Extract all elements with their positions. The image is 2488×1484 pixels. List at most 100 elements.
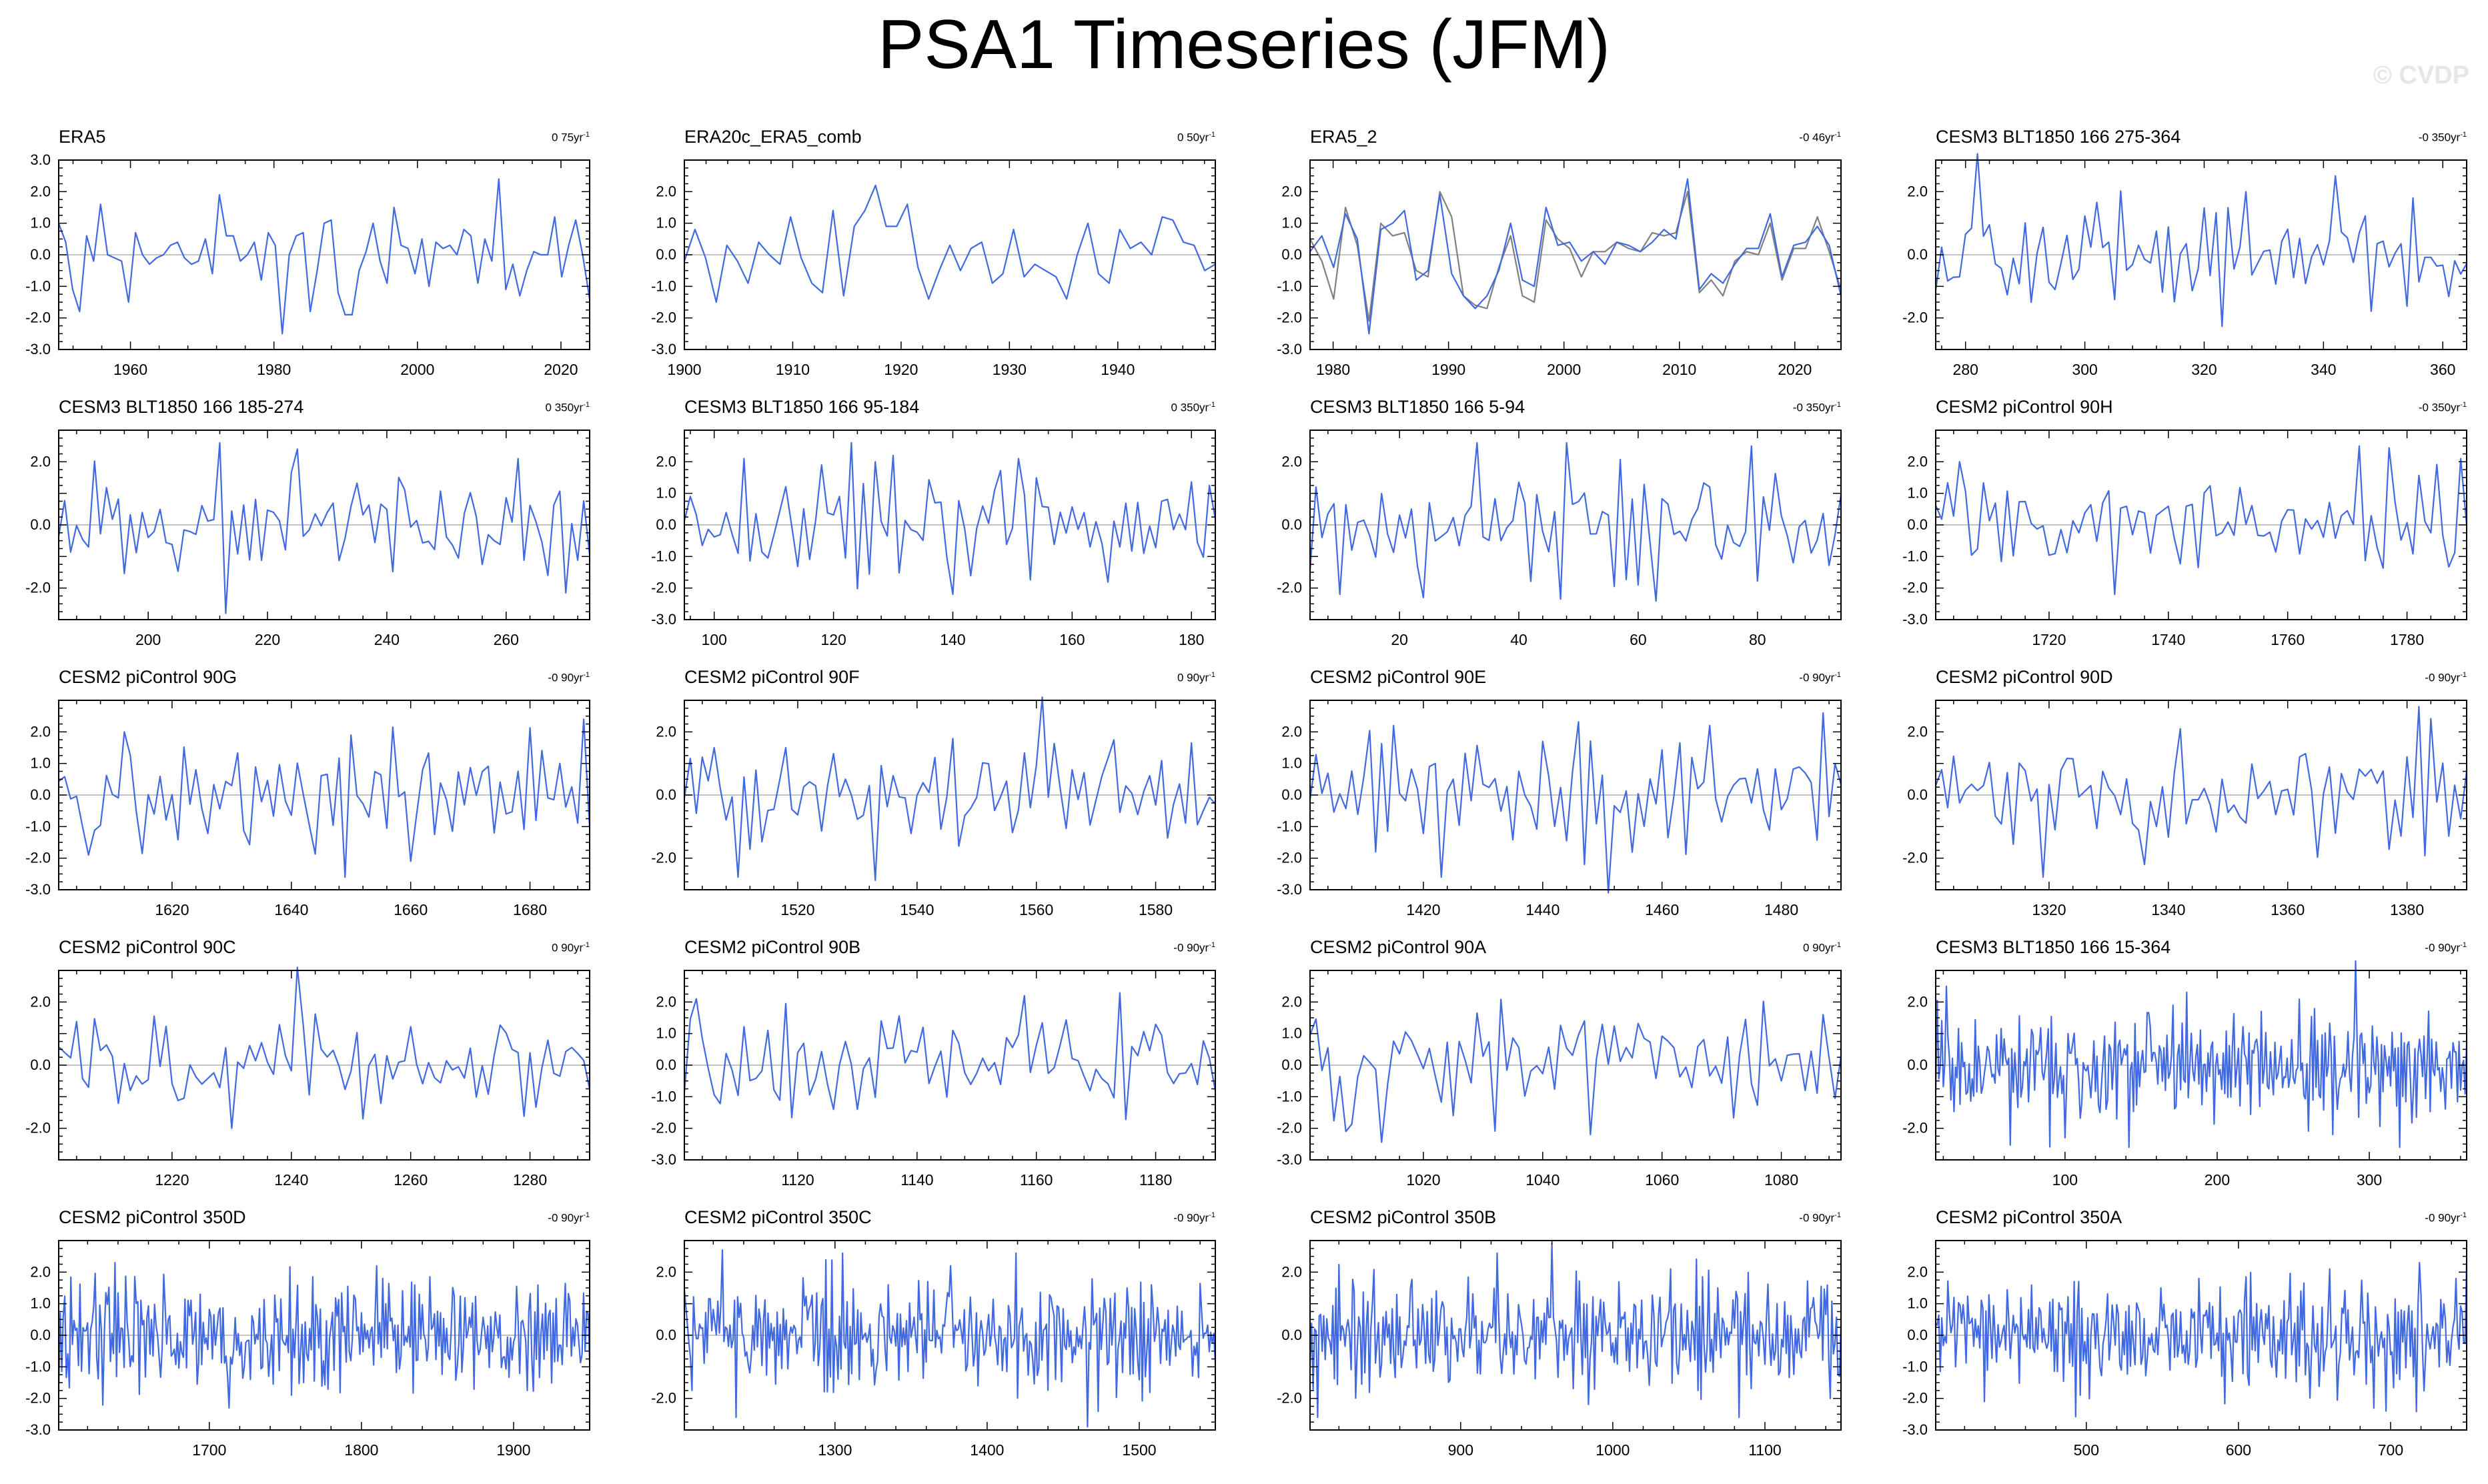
trend-exponent: -1 — [2460, 1211, 2467, 1219]
y-tick-label: -1.0 — [1277, 277, 1302, 294]
x-tick-label: 1640 — [274, 901, 308, 918]
timeseries-panel: CESM3 BLT1850 166 185-274 0 350yr-1 2.0 0.0… — [25, 390, 616, 666]
y-tick-label: 2.0 — [30, 993, 51, 1010]
trend-value: 0 90yr — [1177, 671, 1209, 684]
timeseries-plot: 2.0 0.0 -2.0 200 220 240 260 — [25, 430, 591, 648]
trend-value: -0 350yr — [1792, 401, 1835, 414]
y-tick-label: -2.0 — [651, 580, 676, 596]
x-tick-label: 120 — [820, 631, 846, 648]
timeseries-plot: 2.0 0.0 -2.0 900 1000 1100 — [1277, 1240, 1842, 1459]
x-tick-label: 240 — [374, 631, 400, 648]
x-tick-label: 300 — [2357, 1171, 2382, 1189]
trend-exponent: -1 — [583, 131, 590, 139]
x-tick-label: 1320 — [2032, 901, 2066, 918]
trend-value: -0 90yr — [2425, 1211, 2461, 1225]
y-tick-label: -2.0 — [1277, 1120, 1302, 1137]
y-tick-label: -1.0 — [1902, 1358, 1928, 1375]
y-tick-label: -2.0 — [1902, 1390, 1928, 1407]
trend-label: 0 350yr-1 — [546, 401, 590, 415]
y-tick-label: 0.0 — [1281, 246, 1302, 263]
timeseries-panel: CESM2 piControl 350C -0 90yr-1 2.0 0.0 -2.0 1… — [651, 1201, 1242, 1477]
y-tick-label: 2.0 — [1907, 993, 1928, 1010]
trend-exponent: -1 — [2460, 941, 2467, 949]
y-tick-label: -2.0 — [1277, 309, 1302, 326]
y-tick-label: 1.0 — [1281, 215, 1302, 231]
y-tick-label: -2.0 — [25, 580, 51, 596]
y-tick-label: 0.0 — [1281, 1056, 1302, 1073]
panel-title: ERA20c_ERA5_comb — [684, 127, 862, 147]
panel-title: CESM3 BLT1850 166 275-364 — [1936, 127, 2181, 147]
y-tick-label: 1.0 — [30, 215, 51, 231]
series-line — [683, 1249, 1217, 1428]
x-tick-label: 1220 — [155, 1171, 189, 1189]
timeseries-plot: 2.0 0.0 -2.0 280 300 320 340 360 — [1902, 153, 2467, 378]
timeseries-plot: 2.0 1.0 0.0 -1.0 -2.0 -3.0 1020 1040 1060 1080 — [1277, 970, 1842, 1189]
y-tick-label: -2.0 — [1902, 580, 1928, 596]
y-tick-label: 1.0 — [1281, 1025, 1302, 1042]
y-tick-label: 2.0 — [656, 183, 676, 199]
trend-value: 0 350yr — [545, 401, 584, 414]
trend-value: 0 75yr — [551, 131, 584, 144]
timeseries-plot: 2.0 1.0 0.0 -1.0 -2.0 -3.0 1700 1800 1900 — [25, 1240, 591, 1459]
trend-exponent: -1 — [2460, 131, 2467, 139]
y-tick-label: 1.0 — [30, 755, 51, 772]
y-tick-label: 0.0 — [1907, 246, 1928, 263]
y-tick-label: 2.0 — [1907, 723, 1928, 740]
timeseries-panel: CESM2 piControl 90H -0 350yr-1 2.0 1.0 0.0 -1… — [1902, 390, 2488, 666]
y-tick-label: 0.0 — [1281, 786, 1302, 803]
y-tick-label: 1.0 — [656, 1025, 676, 1042]
timeseries-plot: 2.0 0.0 -2.0 1320 1340 1360 1380 — [1902, 700, 2468, 918]
y-tick-label: 0.0 — [30, 1327, 51, 1343]
y-tick-label: 0.0 — [30, 246, 51, 263]
x-tick-label: 1100 — [1748, 1441, 1781, 1459]
x-tick-label: 1020 — [1406, 1171, 1440, 1189]
y-tick-label: -2.0 — [25, 1390, 51, 1407]
x-tick-label: 80 — [1749, 631, 1766, 648]
x-tick-label: 20 — [1391, 631, 1408, 648]
y-tick-label: -1.0 — [1277, 1088, 1302, 1104]
series-line — [57, 442, 591, 614]
timeseries-panel: ERA5_2 -0 46yr-1 2.0 1.0 0.0 -1.0 -2.0 -3.0 1980… — [1277, 120, 1868, 396]
trend-label: 0 90yr-1 — [1177, 671, 1215, 685]
panel-title: ERA5_2 — [1310, 127, 1377, 147]
y-tick-label: 2.0 — [656, 723, 676, 740]
trend-exponent: -1 — [583, 671, 590, 679]
x-tick-label: 1000 — [1596, 1441, 1630, 1459]
x-tick-label: 1440 — [1525, 901, 1560, 918]
y-tick-label: 0.0 — [656, 786, 676, 803]
y-tick-label: -2.0 — [651, 1120, 676, 1137]
x-tick-label: 1940 — [1101, 361, 1135, 378]
x-tick-label: 1580 — [1139, 901, 1173, 918]
x-tick-label: 260 — [494, 631, 519, 648]
timeseries-plot: 2.0 0.0 -2.0 100 200 300 — [1902, 960, 2468, 1189]
x-tick-label: 1900 — [667, 361, 701, 378]
reference-series-line — [1309, 191, 1842, 322]
trend-value: 0 350yr — [1171, 401, 1209, 414]
y-tick-label: -1.0 — [1277, 818, 1302, 834]
series-line — [1934, 445, 2468, 596]
trend-exponent: -1 — [2460, 401, 2467, 409]
trend-label: -0 90yr-1 — [1799, 1211, 1841, 1225]
trend-label: 0 75yr-1 — [552, 131, 590, 145]
trend-exponent: -1 — [1834, 1211, 1841, 1219]
y-tick-label: -1.0 — [25, 818, 51, 834]
x-tick-label: 280 — [1953, 361, 1978, 378]
x-tick-label: 200 — [135, 631, 161, 648]
timeseries-plot: 2.0 0.0 -2.0 1520 1540 1560 1580 — [651, 696, 1216, 918]
x-tick-label: 1120 — [781, 1171, 814, 1189]
y-tick-label: -1.0 — [25, 1358, 51, 1375]
panel-title: CESM2 piControl 90F — [684, 667, 860, 687]
cvdp-watermark: © CVDP — [2373, 61, 2469, 89]
trend-value: -0 90yr — [1173, 1211, 1209, 1225]
panel-title: CESM2 piControl 90D — [1936, 667, 2113, 687]
timeseries-panel: CESM2 piControl 90E -0 90yr-1 2.0 1.0 0.0 -1.… — [1277, 660, 1868, 936]
y-tick-label: 0.0 — [1907, 786, 1928, 803]
x-tick-label: 360 — [2430, 361, 2455, 378]
x-tick-label: 60 — [1630, 631, 1647, 648]
x-tick-label: 1360 — [2271, 901, 2305, 918]
x-tick-label: 140 — [940, 631, 965, 648]
timeseries-panel: CESM2 piControl 90F 0 90yr-1 2.0 0.0 -2.0 152… — [651, 660, 1242, 936]
y-tick-label: 2.0 — [1281, 993, 1302, 1010]
y-tick-label: 2.0 — [1907, 453, 1928, 470]
trend-value: -0 46yr — [1799, 131, 1835, 144]
